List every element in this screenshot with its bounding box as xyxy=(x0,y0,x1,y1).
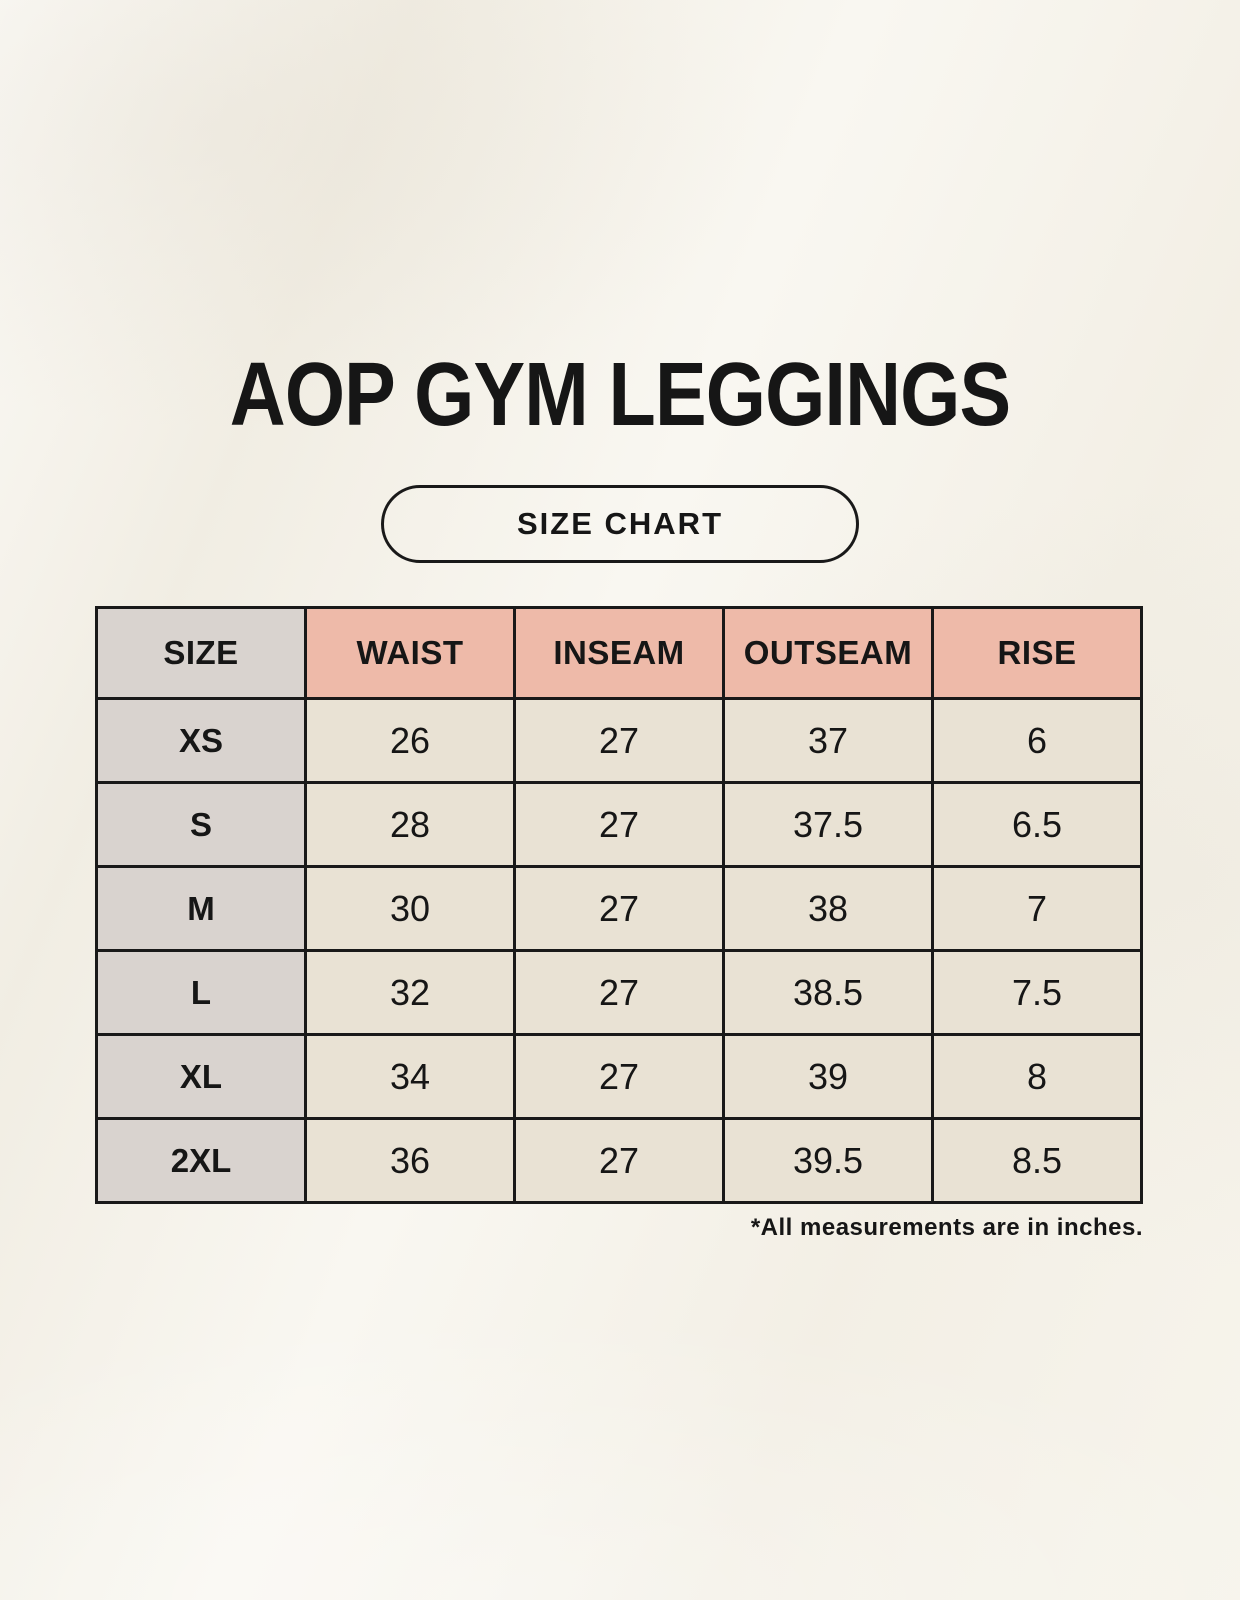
measurement-value: 39 xyxy=(722,1033,934,1120)
measurement-value: 6.5 xyxy=(931,781,1143,868)
column-header-outseam: OUTSEAM xyxy=(722,606,934,700)
size-chart-badge-label: SIZE CHART xyxy=(517,506,723,541)
measurement-value: 26 xyxy=(304,697,516,784)
measurement-value: 36 xyxy=(304,1117,516,1204)
table-row-xl: XL 34 27 39 8 xyxy=(95,1033,1143,1120)
column-header-rise: RISE xyxy=(931,606,1143,700)
size-label: 2XL xyxy=(95,1117,307,1204)
measurement-value: 38.5 xyxy=(722,949,934,1036)
table-body: XS 26 27 37 6 S 28 27 37.5 6.5 M 30 27 38 7 L 32 27 38.5 7.… xyxy=(95,697,1143,1204)
table-header: SIZE WAIST INSEAM OUTSEAM RISE xyxy=(95,606,1143,700)
table-row-m: M 30 27 38 7 xyxy=(95,865,1143,952)
size-label: L xyxy=(95,949,307,1036)
measurement-value: 6 xyxy=(931,697,1143,784)
measurement-value: 32 xyxy=(304,949,516,1036)
size-label: S xyxy=(95,781,307,868)
measurement-value: 27 xyxy=(513,1117,725,1204)
measurement-value: 7 xyxy=(931,865,1143,952)
size-label: M xyxy=(95,865,307,952)
measurement-value: 28 xyxy=(304,781,516,868)
measurement-value: 27 xyxy=(513,781,725,868)
measurement-value: 27 xyxy=(513,865,725,952)
column-header-size: SIZE xyxy=(95,606,307,700)
table-row-xs: XS 26 27 37 6 xyxy=(95,697,1143,784)
column-header-inseam: INSEAM xyxy=(513,606,725,700)
measurement-value: 8.5 xyxy=(931,1117,1143,1204)
table-header-row: SIZE WAIST INSEAM OUTSEAM RISE xyxy=(95,606,1143,700)
measurement-value: 37 xyxy=(722,697,934,784)
measurement-value: 27 xyxy=(513,1033,725,1120)
table-row-s: S 28 27 37.5 6.5 xyxy=(95,781,1143,868)
measurements-footnote: *All measurements are in inches. xyxy=(750,1214,1143,1241)
column-header-waist: WAIST xyxy=(304,606,516,700)
page-title: AOP GYM LEGGINGS xyxy=(229,345,1011,445)
measurement-value: 37.5 xyxy=(722,781,934,868)
table-row-l: L 32 27 38.5 7.5 xyxy=(95,949,1143,1036)
measurement-value: 8 xyxy=(931,1033,1143,1120)
size-chart-table: SIZE WAIST INSEAM OUTSEAM RISE XS 26 27 37 6 S 28 2… xyxy=(95,606,1143,1204)
size-label: XS xyxy=(95,697,307,784)
measurement-value: 30 xyxy=(304,865,516,952)
size-label: XL xyxy=(95,1033,307,1120)
size-chart-badge: SIZE CHART xyxy=(381,485,859,563)
measurement-value: 38 xyxy=(722,865,934,952)
measurement-value: 27 xyxy=(513,697,725,784)
measurement-value: 27 xyxy=(513,949,725,1036)
measurement-value: 34 xyxy=(304,1033,516,1120)
measurement-value: 7.5 xyxy=(931,949,1143,1036)
measurement-value: 39.5 xyxy=(722,1117,934,1204)
table-row-2xl: 2XL 36 27 39.5 8.5 xyxy=(95,1117,1143,1204)
